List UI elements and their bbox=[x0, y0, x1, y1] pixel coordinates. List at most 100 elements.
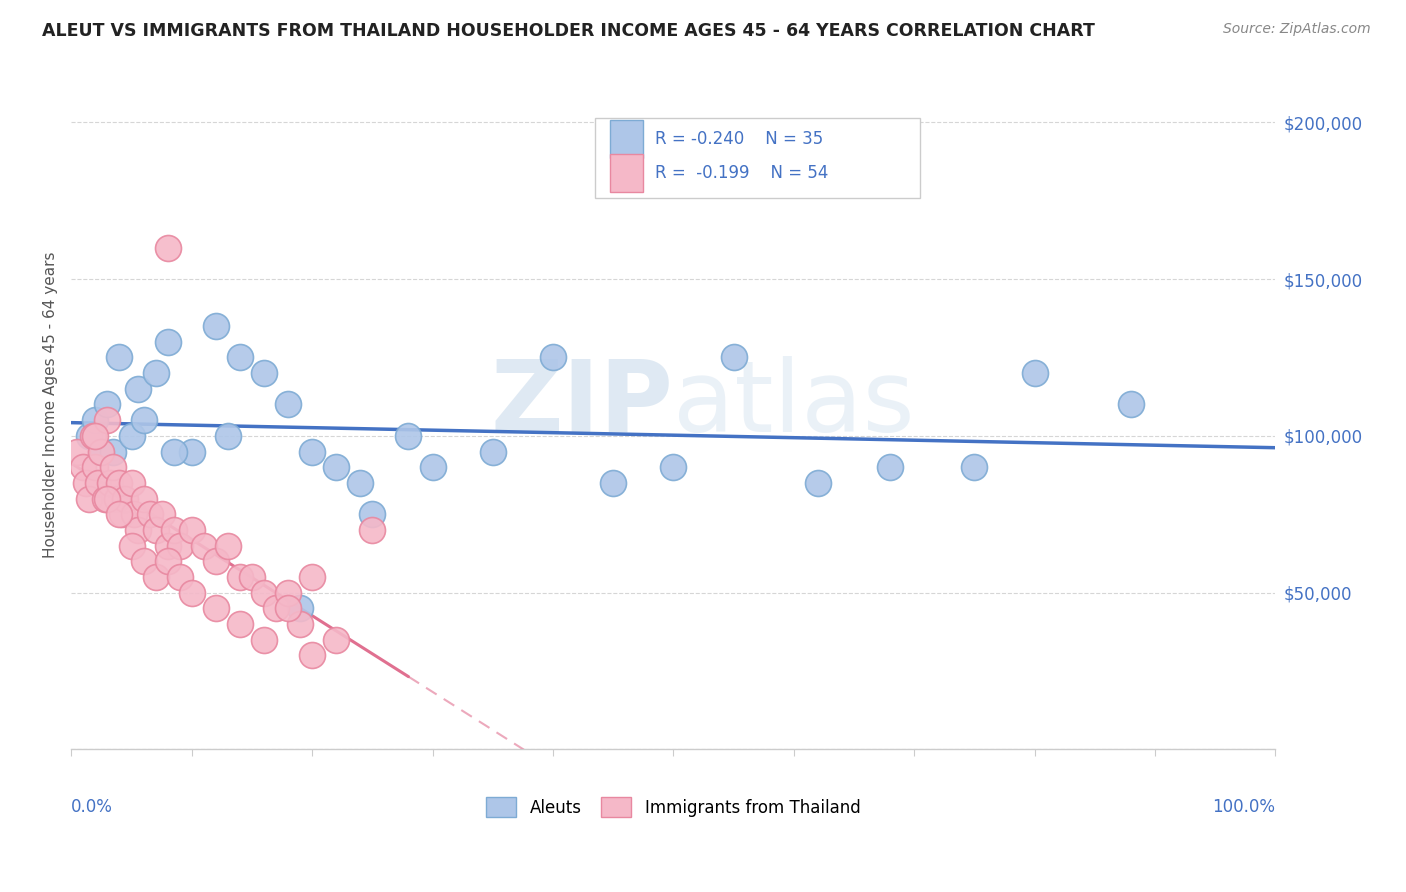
Point bbox=[121, 429, 143, 443]
Text: 0.0%: 0.0% bbox=[72, 797, 114, 815]
Point bbox=[301, 648, 323, 663]
Point bbox=[145, 570, 167, 584]
Point bbox=[602, 475, 624, 490]
Point bbox=[541, 351, 564, 365]
Y-axis label: Householder Income Ages 45 - 64 years: Householder Income Ages 45 - 64 years bbox=[44, 252, 58, 558]
Bar bbox=[610, 154, 644, 193]
Point bbox=[82, 429, 104, 443]
Point bbox=[662, 460, 685, 475]
Point bbox=[229, 570, 252, 584]
Point bbox=[253, 585, 276, 599]
Point bbox=[277, 601, 299, 615]
Point bbox=[79, 429, 101, 443]
Point bbox=[723, 351, 745, 365]
Point bbox=[96, 491, 118, 506]
Legend: Aleuts, Immigrants from Thailand: Aleuts, Immigrants from Thailand bbox=[479, 790, 868, 824]
Point bbox=[361, 507, 384, 521]
Point bbox=[108, 475, 131, 490]
Point bbox=[90, 444, 112, 458]
Point bbox=[111, 507, 134, 521]
Bar bbox=[610, 120, 644, 158]
Point bbox=[277, 585, 299, 599]
Point bbox=[217, 429, 239, 443]
Point bbox=[84, 413, 107, 427]
Point bbox=[156, 554, 179, 568]
Point bbox=[180, 523, 202, 537]
Point bbox=[180, 585, 202, 599]
Point bbox=[145, 523, 167, 537]
Point bbox=[127, 382, 149, 396]
Point bbox=[90, 444, 112, 458]
Point bbox=[349, 475, 371, 490]
Point bbox=[204, 601, 226, 615]
Point bbox=[361, 523, 384, 537]
Text: atlas: atlas bbox=[673, 356, 915, 453]
Point bbox=[163, 523, 186, 537]
Text: R = -0.240    N = 35: R = -0.240 N = 35 bbox=[655, 130, 824, 148]
Point bbox=[398, 429, 420, 443]
Point bbox=[288, 617, 311, 632]
Text: ALEUT VS IMMIGRANTS FROM THAILAND HOUSEHOLDER INCOME AGES 45 - 64 YEARS CORRELAT: ALEUT VS IMMIGRANTS FROM THAILAND HOUSEH… bbox=[42, 22, 1095, 40]
Point bbox=[229, 617, 252, 632]
Point bbox=[94, 491, 117, 506]
Point bbox=[193, 539, 215, 553]
Point bbox=[96, 413, 118, 427]
Point bbox=[79, 491, 101, 506]
Point bbox=[156, 334, 179, 349]
Point bbox=[325, 460, 347, 475]
Point bbox=[84, 429, 107, 443]
FancyBboxPatch shape bbox=[595, 119, 920, 197]
Point bbox=[114, 491, 136, 506]
Point bbox=[75, 475, 97, 490]
Point bbox=[145, 366, 167, 380]
Point bbox=[217, 539, 239, 553]
Point bbox=[121, 539, 143, 553]
Point bbox=[180, 444, 202, 458]
Point bbox=[121, 475, 143, 490]
Text: R =  -0.199    N = 54: R = -0.199 N = 54 bbox=[655, 164, 828, 183]
Point bbox=[156, 241, 179, 255]
Point bbox=[132, 554, 155, 568]
Point bbox=[422, 460, 444, 475]
Point bbox=[122, 507, 145, 521]
Point bbox=[253, 632, 276, 647]
Point bbox=[277, 397, 299, 411]
Point bbox=[96, 397, 118, 411]
Point bbox=[240, 570, 263, 584]
Point bbox=[229, 351, 252, 365]
Point bbox=[963, 460, 986, 475]
Point bbox=[879, 460, 901, 475]
Point bbox=[169, 539, 191, 553]
Point bbox=[1119, 397, 1142, 411]
Point bbox=[138, 507, 160, 521]
Point bbox=[288, 601, 311, 615]
Point bbox=[807, 475, 830, 490]
Point bbox=[103, 444, 125, 458]
Point bbox=[105, 491, 128, 506]
Point bbox=[325, 632, 347, 647]
Text: ZIP: ZIP bbox=[491, 356, 673, 453]
Point bbox=[150, 507, 173, 521]
Point bbox=[108, 351, 131, 365]
Point bbox=[156, 539, 179, 553]
Point bbox=[103, 460, 125, 475]
Point bbox=[169, 570, 191, 584]
Text: 100.0%: 100.0% bbox=[1212, 797, 1275, 815]
Point bbox=[1024, 366, 1046, 380]
Point bbox=[253, 366, 276, 380]
Point bbox=[72, 460, 94, 475]
Point bbox=[301, 570, 323, 584]
Point bbox=[84, 460, 107, 475]
Point bbox=[66, 444, 89, 458]
Point bbox=[481, 444, 503, 458]
Point bbox=[87, 475, 110, 490]
Point bbox=[204, 319, 226, 334]
Point bbox=[127, 523, 149, 537]
Point bbox=[98, 475, 121, 490]
Point bbox=[204, 554, 226, 568]
Point bbox=[132, 413, 155, 427]
Point bbox=[264, 601, 287, 615]
Text: Source: ZipAtlas.com: Source: ZipAtlas.com bbox=[1223, 22, 1371, 37]
Point bbox=[301, 444, 323, 458]
Point bbox=[163, 444, 186, 458]
